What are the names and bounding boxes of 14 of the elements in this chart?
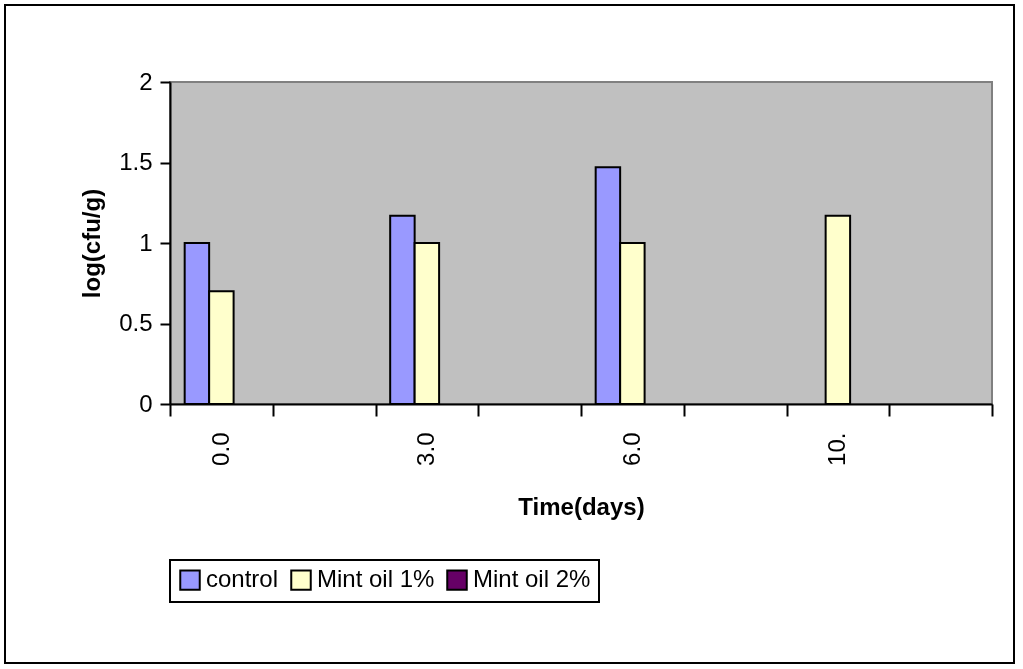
y-tick-label: 1 [139, 228, 153, 256]
y-tick-label: 0.5 [119, 309, 153, 336]
x-axis-title: Time(days) [518, 492, 645, 520]
y-tick-label: 2 [139, 67, 153, 95]
y-tick-label: 0 [139, 389, 153, 417]
x-tick-label: 3.0 [412, 432, 440, 466]
y-tick-label: 1.5 [119, 148, 153, 175]
legend-label: Mint oil 2% [473, 565, 591, 593]
x-tick-label: 10. [823, 432, 851, 466]
y-axis-title: log(cfu/g) [78, 188, 106, 299]
x-tick-label: 6.0 [617, 432, 645, 466]
legend-label: Mint oil 1% [317, 565, 435, 593]
x-tick-label: 0.0 [206, 432, 234, 466]
legend-label: control [206, 565, 279, 593]
